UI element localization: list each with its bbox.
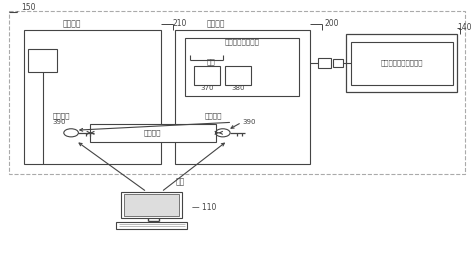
Bar (116, 222, 187, 229)
Text: 下载: 下载 (175, 177, 185, 186)
Bar (346, 34, 457, 92)
Text: — 110: — 110 (192, 203, 216, 212)
Text: 公共密鉅生成程序: 公共密鉅生成程序 (224, 38, 259, 45)
Bar (175, 30, 310, 164)
Bar (121, 192, 182, 218)
Text: 控制单元: 控制单元 (207, 19, 225, 28)
Bar (318, 58, 331, 68)
Text: 公共密鉅: 公共密鉅 (205, 112, 222, 119)
Text: 390: 390 (242, 119, 255, 125)
Bar (24, 30, 161, 164)
Text: 150: 150 (21, 3, 36, 12)
Text: 390: 390 (53, 119, 66, 125)
Bar (28, 49, 57, 72)
Text: 变量: 变量 (207, 58, 215, 65)
Bar (351, 42, 453, 85)
Bar (90, 124, 216, 142)
Bar (9, 11, 465, 174)
Bar (185, 38, 299, 96)
Bar (194, 66, 220, 85)
Text: 210: 210 (173, 19, 187, 28)
Text: 370: 370 (201, 85, 214, 91)
Text: 140: 140 (457, 23, 472, 32)
Text: 相互认证: 相互认证 (144, 129, 162, 136)
Text: 公共密鉅生成命令启动: 公共密鉅生成命令启动 (381, 60, 423, 67)
Bar (124, 194, 179, 216)
Text: 安防单元: 安防单元 (63, 19, 81, 28)
Text: 200: 200 (325, 19, 339, 28)
Bar (225, 66, 251, 85)
Text: 380: 380 (231, 85, 245, 91)
Bar (333, 59, 343, 67)
Text: 公共密鉅: 公共密鉅 (53, 112, 70, 119)
